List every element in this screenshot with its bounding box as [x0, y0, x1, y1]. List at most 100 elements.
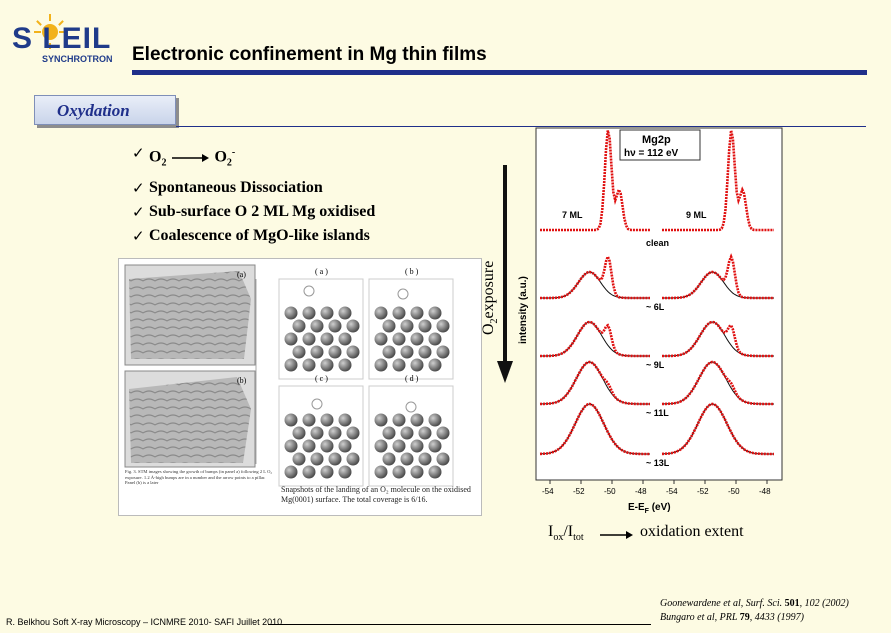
- mg-atom: [302, 413, 316, 427]
- bullet-o2: ✓ O2 O2-: [132, 141, 375, 176]
- snapshot-panel: [278, 278, 364, 380]
- x-tick-label: -54: [542, 487, 554, 496]
- snapshot-caption: Snapshots of the landing of an O₂ molecu…: [281, 485, 471, 504]
- mg-atom: [338, 413, 352, 427]
- mg-atom: [310, 452, 324, 466]
- check-icon: ✓: [132, 178, 145, 197]
- oxygen-atom: [397, 288, 409, 300]
- mg-atom: [346, 319, 360, 333]
- mg-atom: [320, 306, 334, 320]
- x-tick-label: -48: [759, 487, 771, 496]
- snapshot-panel: [368, 278, 454, 380]
- mg-atom: [320, 358, 334, 372]
- mg-atom: [320, 413, 334, 427]
- exposure-row-label: ~ 11L: [646, 408, 669, 418]
- mg-atom: [346, 452, 360, 466]
- mg-atom: [302, 465, 316, 479]
- bullet-subsurface: ✓ Sub-surface O 2 ML Mg oxidised: [132, 200, 375, 224]
- title-rule: [132, 70, 867, 75]
- mg-atom: [382, 345, 396, 359]
- label-7ml: 7 ML: [562, 210, 583, 220]
- spectrum-curve: [661, 360, 774, 406]
- exposure-row-label: ~ 6L: [646, 302, 665, 312]
- mg-atom: [320, 332, 334, 346]
- mg-atom: [400, 426, 414, 440]
- mg-atom: [320, 439, 334, 453]
- mg-atom: [328, 426, 342, 440]
- x-tick-label: -52: [573, 487, 585, 496]
- mg-atom: [382, 452, 396, 466]
- spectrum-curve: [539, 360, 650, 406]
- mg-atom: [392, 439, 406, 453]
- mg-atom: [292, 452, 306, 466]
- stm-figure: (a) (b) ( a ) ( b ) ( c ) ( d ) Fig. 3. …: [118, 258, 482, 516]
- mg-atom: [392, 465, 406, 479]
- exposure-row-label: ~ 9L: [646, 360, 665, 370]
- spectra-xlabel: E-EF (eV): [628, 502, 671, 515]
- mg-atom: [418, 426, 432, 440]
- mg-atom: [302, 358, 316, 372]
- mg-atom: [400, 452, 414, 466]
- stm-label-b: (b): [237, 376, 247, 385]
- mg-atom: [436, 319, 450, 333]
- mg-atom: [374, 358, 388, 372]
- arrow-right-icon: [172, 153, 210, 162]
- mg-atom: [338, 306, 352, 320]
- spectra-box-title: Mg2p: [642, 134, 671, 146]
- photoemission-spectra: Mg2p hν = 112 eV 7 ML 9 ML intensity (a.…: [518, 127, 783, 515]
- mg-atom: [410, 332, 424, 346]
- mg-atom: [436, 345, 450, 359]
- mg-atom: [428, 439, 442, 453]
- section-tab-label: Oxydation: [57, 101, 130, 120]
- exposure-row-label: clean: [646, 238, 669, 248]
- mg-atom: [418, 452, 432, 466]
- mg-atom: [382, 426, 396, 440]
- oxygen-atom: [303, 285, 315, 297]
- mg-atom: [338, 358, 352, 372]
- bullet-list: ✓ O2 O2- ✓ Spontaneous Dissociation ✓ Sub-…: [132, 141, 375, 248]
- logo-word: S LEIL: [12, 22, 112, 55]
- mg-atom: [302, 306, 316, 320]
- section-tab: Oxydation: [34, 95, 176, 125]
- mg-atom: [302, 332, 316, 346]
- mg-atom: [292, 319, 306, 333]
- mg-atom: [410, 413, 424, 427]
- page-title: Electronic confinement in Mg thin films: [132, 44, 487, 65]
- spectrum-curve: [662, 253, 774, 300]
- spectrum-curve: [540, 253, 650, 300]
- mg-atom: [338, 465, 352, 479]
- mg-atom: [410, 358, 424, 372]
- mg-atom: [392, 332, 406, 346]
- mg-atom: [310, 345, 324, 359]
- mg-atom: [428, 306, 442, 320]
- mg-atom: [418, 319, 432, 333]
- mg-atom: [400, 345, 414, 359]
- mg-atom: [418, 345, 432, 359]
- ratio-label: Iox/Itot: [548, 523, 584, 544]
- mg-atom: [320, 465, 334, 479]
- x-tick-label: -48: [635, 487, 647, 496]
- spectrum-curve: [539, 402, 650, 456]
- oxygen-atom: [311, 398, 323, 410]
- exposure-label: O2exposure: [480, 260, 501, 335]
- exposure-arrow-icon: [497, 165, 513, 383]
- mg-atom: [410, 306, 424, 320]
- mg-atom: [284, 306, 298, 320]
- mg-atom: [310, 319, 324, 333]
- footer-credit: R. Belkhou Soft X-ray Microscopy – ICNMR…: [6, 617, 283, 627]
- exposure-row-label: ~ 13L: [646, 458, 670, 468]
- spectrum-curve: [661, 402, 774, 456]
- x-tick-label: -50: [604, 487, 616, 496]
- mg-atom: [392, 306, 406, 320]
- mg-atom: [328, 452, 342, 466]
- mg-atom: [284, 465, 298, 479]
- mg-atom: [374, 306, 388, 320]
- section-rule: [176, 126, 866, 127]
- mg-atom: [428, 413, 442, 427]
- mg-atom: [400, 319, 414, 333]
- spectrum-curve: [540, 130, 650, 232]
- footer-rule: [268, 624, 651, 625]
- mg-atom: [328, 345, 342, 359]
- mg-atom: [346, 345, 360, 359]
- mg-atom: [284, 413, 298, 427]
